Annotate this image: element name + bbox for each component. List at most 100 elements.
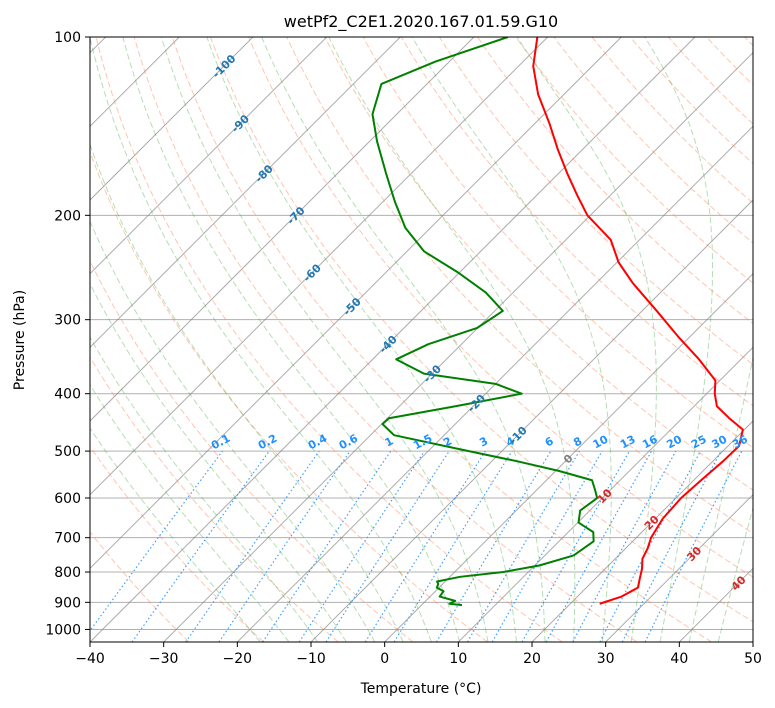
moist-adiabat [90,143,404,642]
dry-adiabat [515,37,753,284]
dry-adiabat [248,37,753,578]
dry-adiabat [133,37,638,642]
moist-adiabat [328,37,576,642]
moist-adiabat [90,37,432,642]
dry-adiabat [90,531,190,642]
dry-adiabat [286,37,753,534]
temperature-profile [532,37,744,605]
isotherm-line [605,493,753,642]
x-axis-label: Temperature (°C) [360,681,482,697]
isotherms [90,37,753,642]
mixing-ratio-line [218,450,351,642]
dry-adiabat [90,150,488,642]
mixing-ratio-label: 30 [710,433,730,452]
moist-adiabat [206,37,517,642]
isotherm-line [90,37,328,275]
plot-frame [89,36,754,643]
moist-adiabat [90,383,290,642]
y-axis-label: Pressure (hPa) [12,290,28,390]
moist-adiabat [160,37,489,642]
isotherm-line [310,199,753,642]
y-tick-label: 600 [54,491,81,507]
isotherm-line [90,37,622,570]
y-tick-label: 300 [54,313,81,329]
isotherm-line [90,37,475,422]
y-tick-label: 200 [54,208,81,224]
moist-adiabat [411,37,612,642]
isotherm-line [90,37,401,349]
sounding-series [371,37,744,607]
dry-adiabat [439,37,753,366]
y-tick-label: 800 [54,565,81,581]
y-tick-label: 700 [54,531,81,547]
mixing-ratio-line [262,450,392,642]
dry-adiabat [90,356,339,642]
dry-adiabat [210,37,753,623]
x-tick-label: 40 [670,651,688,667]
x-tick-label: −20 [223,651,253,667]
x-tick-label: 0 [380,651,389,667]
isotherm-line [90,37,254,201]
moist-adiabat [90,427,261,642]
y-tick-label: 500 [54,444,81,460]
plot-content: 0.1 0.2 0.4 0.6 1 1.5 2 3 4 6 8 10 13 16 20 25 30 36-100-… [90,37,753,642]
moist-adiabat [644,37,714,642]
mixing-ratio-label: 20 [664,433,684,452]
pressure-gridlines [90,37,753,630]
mixing-ratio-line [644,450,743,642]
dry-adiabats [90,37,753,642]
y-tick-label: 400 [54,387,81,403]
mixing-ratio-line [131,450,270,642]
mixing-ratio-line [90,450,223,632]
y-tick-label: 1000 [45,622,81,638]
moist-adiabat [90,282,347,642]
x-tick-label: −10 [296,651,326,667]
isotherm-line [384,272,753,642]
dry-adiabat [90,259,414,642]
x-axis-ticks: −40 −30 −20 −10 0 10 20 30 40 50 [75,642,762,667]
chart-title: wetPf2_C2E1.2020.167.01.59.G10 [284,12,558,32]
mixing-ratio-lines [90,450,743,642]
mixing-ratio-line [572,450,677,642]
mixing-ratio-line [325,450,450,642]
moist-adiabat [90,220,376,642]
y-tick-label: 100 [54,30,81,46]
isotherm-line [163,51,753,642]
mixing-ratio-label: 36 [730,433,750,452]
dry-adiabat [90,445,264,642]
moist-adiabat [261,37,546,642]
x-tick-label: 50 [744,651,762,667]
x-tick-label: −40 [75,651,105,667]
mixing-ratio-label: 10 [591,433,611,452]
mixing-ratio-label: 13 [618,433,638,452]
y-tick-label: 900 [54,595,81,611]
dewpoint-profile [371,37,599,607]
mixing-ratio-line [393,450,513,642]
moist-adiabat [688,355,753,642]
x-tick-label: 20 [523,651,541,667]
moist-adiabat [516,37,657,642]
isotherm-line [90,37,549,496]
isotherm-line [457,346,753,642]
dry-adiabat [171,37,712,642]
mixing-ratio-line [521,450,631,642]
mixing-ratio-line [185,450,320,642]
mixing-ratio-line [545,450,653,642]
x-tick-label: −30 [149,651,179,667]
mixing-ratio-line [298,450,425,642]
moist-adiabat [122,37,461,642]
mixing-ratio-label: 25 [689,433,709,452]
dry-adiabat [95,37,563,642]
x-tick-label: 10 [449,651,467,667]
isotherm-line [90,37,696,642]
mixing-ratio-label: 16 [640,433,660,452]
y-axis-ticks: 100 200 300 400 500 600 700 800 900 1000 [45,30,90,638]
dry-adiabat [400,37,753,407]
isotherm-line [531,420,753,642]
x-tick-label: 30 [597,651,615,667]
isotherm-line [236,125,753,642]
plot-area [90,37,753,642]
moist-adiabat [90,336,319,642]
moist-adiabats [90,37,753,642]
